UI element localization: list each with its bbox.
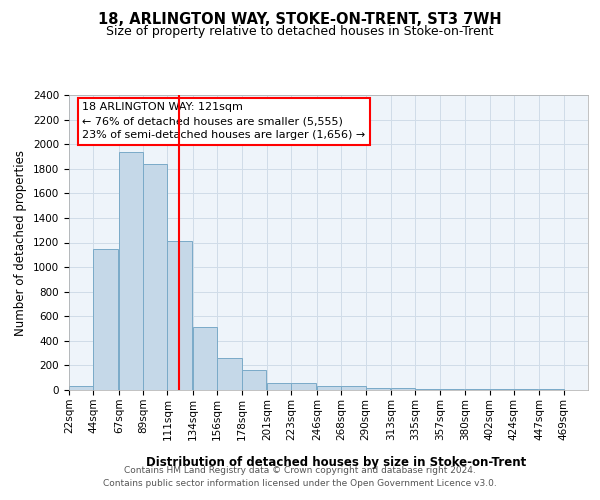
Bar [217,358,242,390]
Bar [143,164,167,390]
Bar [242,370,266,390]
Bar [119,152,143,390]
Bar [292,383,316,390]
Bar [69,386,94,390]
Text: 18, ARLINGTON WAY, STOKE-ON-TRENT, ST3 7WH: 18, ARLINGTON WAY, STOKE-ON-TRENT, ST3 7… [98,12,502,28]
Text: Contains HM Land Registry data © Crown copyright and database right 2024.
Contai: Contains HM Land Registry data © Crown c… [103,466,497,487]
Bar [341,386,365,390]
Text: Distribution of detached houses by size in Stoke-on-Trent: Distribution of detached houses by size … [146,456,526,469]
Text: Size of property relative to detached houses in Stoke-on-Trent: Size of property relative to detached ho… [106,25,494,38]
Bar [94,248,118,390]
Bar [391,388,415,390]
Bar [415,389,440,390]
Bar [193,328,217,390]
Bar [267,382,292,390]
Bar [167,242,192,390]
Bar [317,386,341,390]
Bar [365,388,390,390]
Text: 18 ARLINGTON WAY: 121sqm
← 76% of detached houses are smaller (5,555)
23% of sem: 18 ARLINGTON WAY: 121sqm ← 76% of detach… [82,102,365,141]
Y-axis label: Number of detached properties: Number of detached properties [14,150,28,336]
